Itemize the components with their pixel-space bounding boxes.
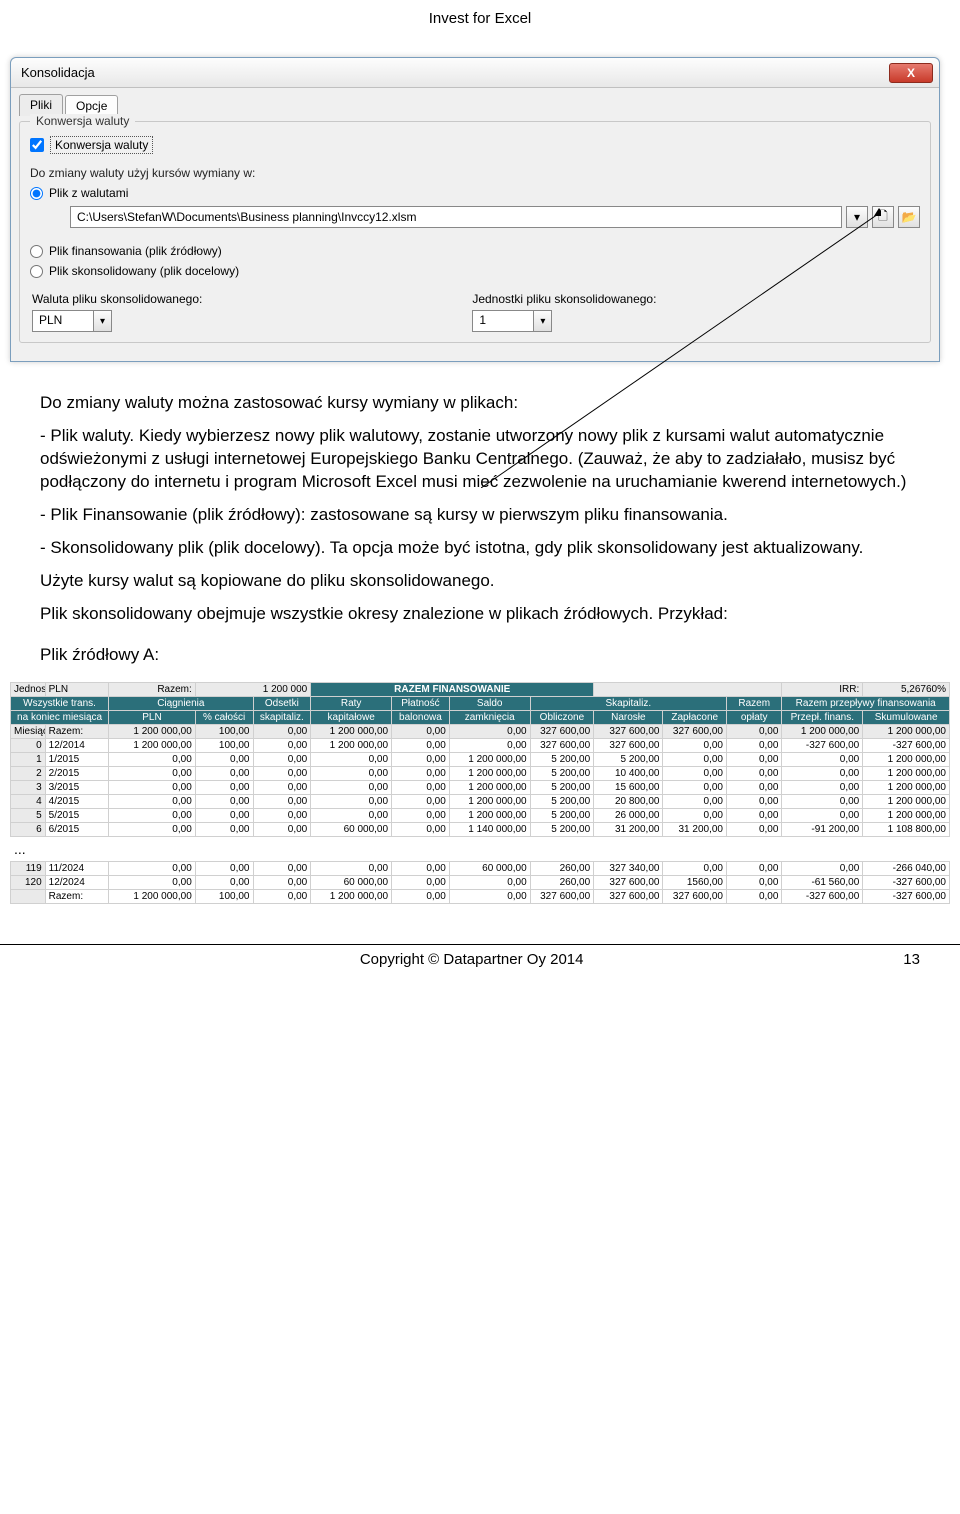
chevron-down-icon: ▾ [533,311,551,331]
hdr2-fees: opłaty [726,711,781,725]
hdr2-cumulative: Skumulowane [863,711,950,725]
consolidated-units-label: Jednostki pliku skonsolidowanego: [472,292,656,306]
table-a: Jednostka: PLN Razem: 1 200 000 RAZEM FI… [10,682,950,837]
consolidated-currency-value: PLN [33,311,93,331]
unit-value: PLN [45,683,109,697]
table-row: 11911/20240,000,000,000,000,0060 000,002… [11,862,950,876]
page-footer: Copyright © Datapartner Oy 2014 13 [0,944,960,988]
hdr-capitalized: Skapitaliz. [530,697,726,711]
table-row: 12012/20240,000,000,0060 000,000,000,002… [11,876,950,890]
table-row: 22/20150,000,000,000,000,001 200 000,005… [11,767,950,781]
hdr-month: Miesiąc [11,725,46,739]
currency-conversion-label: Konwersja waluty [50,136,153,154]
consolidated-currency-label: Waluta pliku skonsolidowanego: [32,292,202,306]
para-periods: Plik skonsolidowany obejmuje wszystkie o… [40,603,920,626]
tab-files[interactable]: Pliki [19,94,63,116]
hdr-balance: Saldo [449,697,530,711]
path-row: ▾ 🗋 📂 [70,206,920,228]
folder-icon: 📂 [902,210,917,224]
table-row: 11/20150,000,000,000,000,001 200 000,005… [11,753,950,767]
razem-value: 1 200 000 [195,683,310,697]
dialog-title: Konsolidacja [21,65,889,80]
consolidated-currency-combo[interactable]: PLN ▾ [32,310,112,332]
body-text: Do zmiany waluty można zastosować kursy … [0,362,960,682]
razem-label: Razem: [109,683,196,697]
hdr2-fin-flow: Przepł. finans. [782,711,863,725]
file-icon: 🗋 [878,207,888,228]
radio-consolidated-file-label: Plik skonsolidowany (plik docelowy) [49,264,239,278]
dialog-body: Pliki Opcje Konwersja waluty Konwersja w… [11,88,939,361]
hdr2-pct: % całości [195,711,253,725]
new-file-button[interactable]: 🗋 [872,206,894,228]
para-consolidated-file: - Skonsolidowany plik (plik docelowy). T… [40,537,920,560]
table-row: 44/20150,000,000,000,000,001 200 000,005… [11,795,950,809]
hdr-all-trans: Wszystkie trans. [11,697,109,711]
radio-currency-file[interactable] [30,187,43,200]
consolidation-dialog: Konsolidacja X Pliki Opcje Konwersja wal… [10,57,940,362]
irr-value: 5,26760% [863,683,950,697]
hdr-interest: Odsetki [253,697,311,711]
source-file-a-label: Plik źródłowy A: [40,644,920,667]
ellipsis: ... [0,837,960,861]
hdr2-eom: na koniec miesiąca [11,711,109,725]
radio-currency-file-label: Plik z walutami [49,186,128,200]
page-number: 13 [903,951,920,968]
hdr2-capital: kapitałowe [311,711,392,725]
copyright: Copyright © Datapartner Oy 2014 [360,951,584,968]
unit-label: Jednostka: [11,683,46,697]
para-financing-file: - Plik Finansowanie (plik źródłowy): zas… [40,504,920,527]
radio-financing-file[interactable] [30,245,43,258]
page-header: Invest for Excel [0,0,960,57]
chevron-down-icon: ▾ [93,311,111,331]
consolidated-units-combo[interactable]: 1 ▾ [472,310,552,332]
group-legend: Konwersja waluty [30,114,135,128]
titlebar: Konsolidacja X [11,58,939,88]
currency-conversion-checkbox[interactable] [30,138,44,152]
para-rates-copied: Użyte kursy walut są kopiowane do pliku … [40,570,920,593]
irr-label: IRR: [782,683,863,697]
table-row: 012/20141 200 000,00100,000,001 200 000,… [11,739,950,753]
para-currency-file: - Plik waluty. Kiedy wybierzesz nowy pli… [40,425,920,494]
table-a-cont: 11911/20240,000,000,000,000,0060 000,002… [10,861,950,904]
chevron-down-icon: ▾ [854,210,860,224]
close-button[interactable]: X [889,63,933,83]
table-row: Razem:1 200 000,00100,000,001 200 000,00… [11,890,950,904]
radio-financing-file-label: Plik finansowania (plik źródłowy) [49,244,222,258]
hdr2-cap: skapitaliz. [253,711,311,725]
table-row: 55/20150,000,000,000,000,001 200 000,005… [11,809,950,823]
hdr2-accrued: Narosłe [594,711,663,725]
close-icon: X [907,66,915,80]
open-file-button[interactable]: 📂 [898,206,920,228]
table-row: 33/20150,000,000,000,000,001 200 000,005… [11,781,950,795]
hdr-installments: Raty [311,697,392,711]
hdr2-paid: Zapłacone [663,711,727,725]
consolidated-units-value: 1 [473,311,533,331]
para-intro: Do zmiany waluty można zastosować kursy … [40,392,920,415]
hdr-drawdowns: Ciągnienia [109,697,253,711]
razem-financing-title: RAZEM FINANSOWANIE [311,683,594,697]
rates-source-label: Do zmiany waluty użyj kursów wymiany w: [30,166,920,180]
hdr-total: Razem [726,697,781,711]
tabs: Pliki Opcje [19,94,931,116]
hdr-payment: Płatność [392,697,450,711]
hdr-razem: Razem: [45,725,109,739]
hdr2-calc: Obliczone [530,711,594,725]
hdr2-closing: zamknięcia [449,711,530,725]
hdr-cashflow: Razem przepływy finansowania [782,697,950,711]
currency-group: Konwersja waluty Konwersja waluty Do zmi… [19,121,931,343]
radio-consolidated-file[interactable] [30,265,43,278]
path-input[interactable] [70,206,842,228]
hdr2-pln: PLN [109,711,196,725]
path-dropdown-button[interactable]: ▾ [846,206,868,228]
table-row: 66/20150,000,000,0060 000,000,001 140 00… [11,823,950,837]
hdr2-balloon: balonowa [392,711,450,725]
